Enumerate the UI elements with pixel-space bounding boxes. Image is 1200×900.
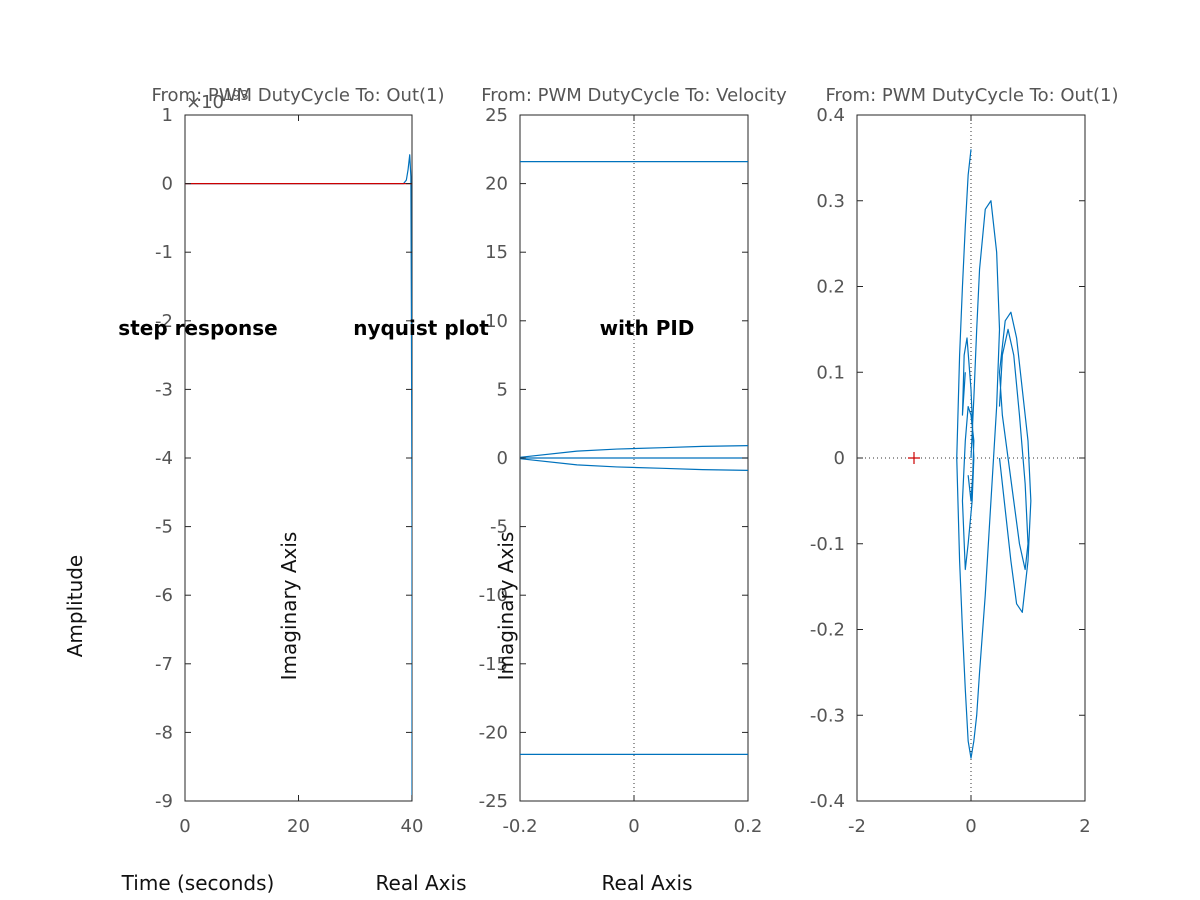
pid-nyquist-panel: From: PWM DutyCycle To: Out(1) Real Axis… xyxy=(494,85,1119,895)
y-tick-label: -20 xyxy=(479,722,508,743)
nyquist-title: From: PWM DutyCycle To: Velocity xyxy=(481,85,787,106)
y-tick-label: -4 xyxy=(155,448,173,469)
y-tick-label: 20 xyxy=(485,174,508,195)
step-y-axis-label: Amplitude xyxy=(63,555,87,658)
y-tick-label: 0.1 xyxy=(816,362,845,383)
plot-area-1 xyxy=(520,115,748,801)
y-tick-label: 15 xyxy=(485,242,508,263)
y-tick-label: -3 xyxy=(155,379,173,400)
y-tick-label: -15 xyxy=(479,654,508,675)
x-tick-label: 40 xyxy=(401,816,424,837)
y-tick-label: 5 xyxy=(497,379,508,400)
critical-point-marker xyxy=(908,452,920,464)
y-tick-label: 0.2 xyxy=(816,277,845,298)
y-tick-label: -1 xyxy=(155,242,173,263)
series-line-1-2 xyxy=(520,445,748,458)
y-tick-label: 25 xyxy=(485,105,508,126)
series-line-2-0 xyxy=(956,149,1001,759)
nyquist-panel: From: PWM DutyCycle To: Velocity Real Ax… xyxy=(277,85,787,895)
y-tick-label: -9 xyxy=(155,791,173,812)
x-tick-label: 0 xyxy=(628,816,639,837)
pid-x-axis-label: Real Axis xyxy=(602,871,693,895)
x-tick-label: -0.2 xyxy=(502,816,537,837)
plot-area-2 xyxy=(857,115,1085,801)
annotation-step-response: step response xyxy=(118,316,277,340)
y-tick-label: -10 xyxy=(479,585,508,606)
nyquist-x-axis-label: Real Axis xyxy=(376,871,467,895)
y-tick-label: 10 xyxy=(485,311,508,332)
y-tick-label: -5 xyxy=(155,517,173,538)
y-exponent-label: ×10193 xyxy=(186,89,249,113)
nyquist-y-axis-label: Imaginary Axis xyxy=(277,532,301,681)
pid-nyquist-title: From: PWM DutyCycle To: Out(1) xyxy=(825,85,1118,106)
series-line-2-1 xyxy=(961,337,975,571)
y-tick-label: -0.1 xyxy=(810,534,845,555)
y-tick-label: 0 xyxy=(497,448,508,469)
annotation-nyquist-plot: nyquist plot xyxy=(353,316,489,340)
y-tick-label: -7 xyxy=(155,654,173,675)
y-tick-label: 0 xyxy=(162,174,173,195)
y-tick-label: -5 xyxy=(490,517,508,538)
x-tick-label: 2 xyxy=(1079,816,1090,837)
y-tick-label: 0.4 xyxy=(816,105,845,126)
y-tick-label: -0.3 xyxy=(810,705,845,726)
y-tick-label: -8 xyxy=(155,722,173,743)
y-tick-label: -0.2 xyxy=(810,620,845,641)
step-x-axis-label: Time (seconds) xyxy=(121,871,275,895)
x-tick-label: 0.2 xyxy=(734,816,763,837)
y-tick-label: -2 xyxy=(155,311,173,332)
y-tick-label: -25 xyxy=(479,791,508,812)
step-plot-frame xyxy=(184,114,413,802)
x-tick-label: -2 xyxy=(848,816,866,837)
plot-area-0 xyxy=(185,154,412,801)
y-tick-label: 0 xyxy=(834,448,845,469)
step-response-title: From: PWM DutyCycle To: Out(1) xyxy=(151,85,444,106)
annotation-with-pid: with PID xyxy=(600,316,695,340)
pid-y-axis-label: Imaginary Axis xyxy=(494,532,518,681)
step-response-panel: From: PWM DutyCycle To: Out(1) ×10193 Ti… xyxy=(63,85,445,895)
series-line-2-2 xyxy=(998,311,1032,613)
y-tick-label: -6 xyxy=(155,585,173,606)
series-line-1-3 xyxy=(520,458,748,471)
y-tick-label: -0.4 xyxy=(810,791,845,812)
x-tick-label: 0 xyxy=(179,816,190,837)
x-tick-label: 20 xyxy=(287,816,310,837)
y-tick-label: 1 xyxy=(162,105,173,126)
y-tick-label: 0.3 xyxy=(816,191,845,212)
x-tick-label: 0 xyxy=(965,816,976,837)
series-line-0-0 xyxy=(185,154,412,801)
